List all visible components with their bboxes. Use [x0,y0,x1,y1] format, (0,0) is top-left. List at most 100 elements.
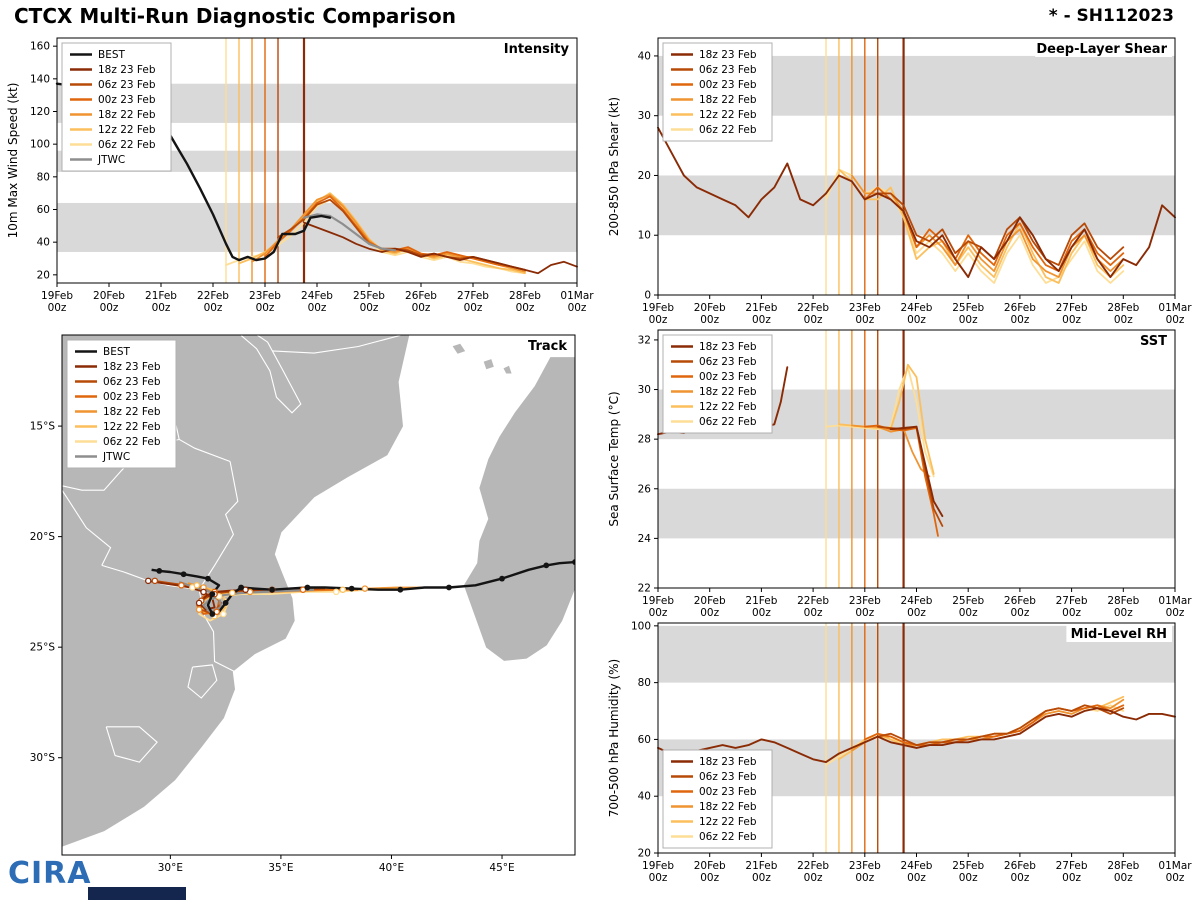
legend-label: JTWC [102,451,130,463]
legend-box [662,334,773,434]
map-frame [61,334,576,856]
x-tick-sublabel: 00z [1062,314,1081,326]
legend-label: 06z 23 Feb [103,376,161,388]
x-tick-sublabel: 00z [855,872,874,884]
x-tick-sublabel: 00z [1114,872,1133,884]
y-tick-label: 60 [37,204,50,216]
legend-label: 18z 23 Feb [699,49,757,61]
track-fix-open [195,599,203,607]
y-tick-label: 30 [638,110,651,122]
x-tick-sublabel: 00z [1166,314,1185,326]
legend-label: 18z 23 Feb [699,341,757,353]
x-tick-sublabel: 00z [1010,872,1029,884]
legend-label: 06z 22 Feb [98,139,156,151]
lon-tick-label: 35°E [268,862,293,874]
x-tick-label: 21Feb [745,302,777,314]
legend-label: BEST [103,346,131,358]
legend-label: 00z 23 Feb [699,786,757,798]
x-tick-label: 24Feb [901,860,933,872]
x-tick-sublabel: 00z [700,872,719,884]
track-fix-filled [205,575,211,582]
x-tick-sublabel: 00z [48,302,67,314]
legend-label: 06z 23 Feb [98,79,156,91]
x-tick-label: 27Feb [1056,302,1088,314]
series-18z 23 Feb [657,707,1176,764]
track-fix-open [195,606,203,613]
track-fix-filled [156,568,163,574]
y-tick-label: 28 [638,434,651,446]
country-border [272,335,401,354]
x-tick-label: 22Feb [797,860,829,872]
x-tick-sublabel: 00z [1166,872,1185,884]
x-tick-sublabel: 00z [649,872,668,884]
logo-bar [88,887,186,900]
series-06z 23 Feb [876,192,1125,267]
y-tick-label: 10 [638,230,651,242]
track-fix-filled [209,611,216,617]
x-tick-label: 23Feb [849,860,881,872]
x-tick-label: 25Feb [952,595,984,607]
x-tick-label: 19Feb [41,290,73,302]
x-tick-label: 26Feb [405,290,437,302]
y-tick-label: 22 [638,583,651,595]
x-tick-sublabel: 00z [100,302,119,314]
x-tick-label: 23Feb [849,302,881,314]
track-fix-filled [499,575,505,582]
x-tick-label: 21Feb [745,595,777,607]
x-tick-label: 20Feb [694,860,726,872]
x-tick-sublabel: 00z [804,607,823,619]
x-tick-label: 25Feb [952,860,984,872]
legend-label: 06z 22 Feb [699,124,757,136]
x-tick-sublabel: 00z [804,872,823,884]
x-tick-label: 26Feb [1004,302,1036,314]
legend-label: BEST [98,49,126,61]
x-tick-label: 01Mar [1158,302,1192,314]
y-tick-label: 100 [631,620,651,632]
x-tick-sublabel: 00z [1062,607,1081,619]
panel-title: SST [1140,334,1167,349]
legend-label: 06z 23 Feb [699,771,757,783]
x-tick-label: 20Feb [694,302,726,314]
x-tick-label: 01Mar [1158,595,1192,607]
y-tick-label: 0 [644,290,651,302]
y-tick-label: 140 [30,73,50,85]
legend-label: 12z 22 Feb [103,421,161,433]
legend-box [662,42,773,142]
y-tick-label: 40 [638,50,651,62]
track-fix-open [144,577,152,585]
panel-title: Intensity [504,42,570,57]
legend-box [662,749,773,849]
panel-title-bg [491,40,574,57]
legend-label: 00z 23 Feb [699,371,757,383]
x-tick-sublabel: 00z [568,302,587,314]
legend-label: 06z 22 Feb [699,416,757,428]
x-tick-sublabel: 00z [516,302,535,314]
legend-label: 18z 22 Feb [699,801,757,813]
country-border [187,664,218,699]
track-fix-filled [543,562,550,569]
x-tick-label: 22Feb [797,302,829,314]
x-tick-label: 28Feb [1107,595,1139,607]
panel-title: Mid-Level RH [1071,627,1167,642]
y-tick-label: 100 [30,139,50,151]
x-tick-sublabel: 00z [855,607,874,619]
x-tick-sublabel: 00z [464,302,483,314]
track-fix-open [220,610,227,618]
x-tick-label: 19Feb [642,302,674,314]
x-tick-label: 24Feb [301,290,333,302]
panel-title-bg [1136,332,1172,349]
series-18z 22 Feb [850,174,1125,279]
series-JTWC [302,213,397,252]
x-tick-sublabel: 00z [1114,314,1133,326]
track-fix-open [200,588,207,596]
panel-title-bg [521,337,572,354]
intensity-chart: 20 40 60 80 100 120 140 160 19Feb 00z 20Feb 00z 21Fe… [6,37,594,314]
legend-label: 12z 22 Feb [699,816,757,828]
y-tick-label: 60 [638,734,651,746]
series-18z 23 Feb [303,221,578,275]
track-fix-open [178,582,185,589]
storm-id: * - SH112023 [1048,6,1174,26]
cira-logo-text: CIRA [8,856,92,891]
series-00z 23 Feb [863,704,1125,746]
